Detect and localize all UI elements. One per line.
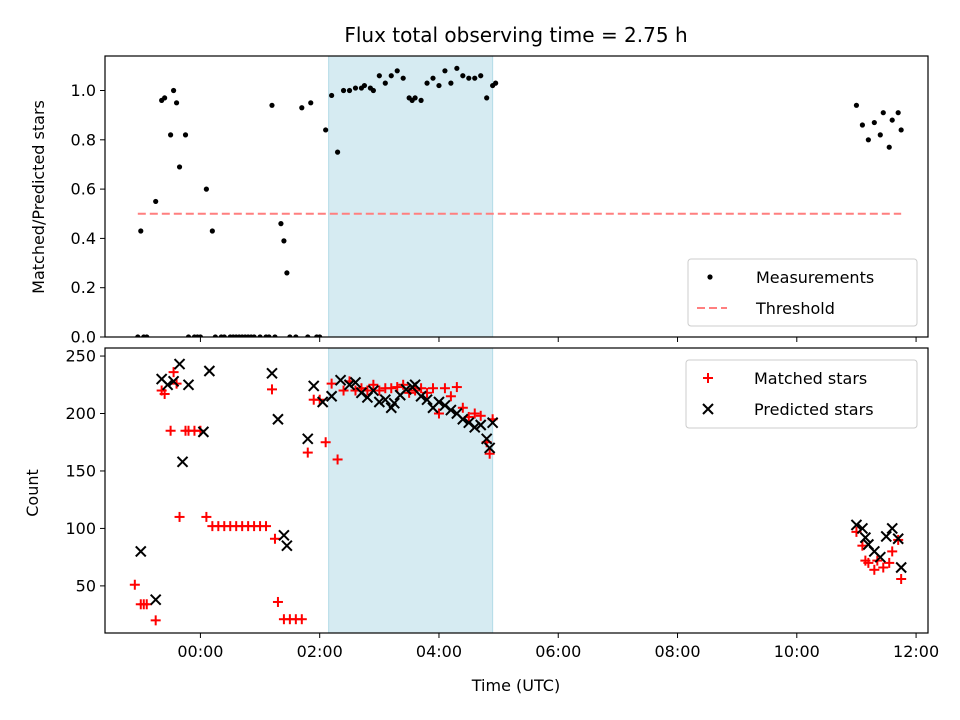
measurements-point <box>299 105 304 110</box>
measurements-point <box>174 100 179 105</box>
x-axis-label: Time (UTC) <box>471 676 560 695</box>
measurements-point <box>401 76 406 81</box>
measurements-point <box>183 132 188 137</box>
measurements-point <box>478 73 483 78</box>
figure: Flux total observing time = 2.75 h Match… <box>0 0 960 720</box>
y-tick-label: 50 <box>76 576 96 595</box>
measurements-point <box>162 95 167 100</box>
y-tick-label: 150 <box>65 461 96 480</box>
measurements-point <box>353 85 358 90</box>
y-tick-label: 0.0 <box>71 328 96 347</box>
x-tick-label: 12:00 <box>893 642 939 661</box>
legend-measurements-swatch <box>707 274 712 279</box>
top-y-axis-label: Matched/Predicted stars <box>29 100 48 294</box>
legend: Measurements Threshold <box>688 259 917 326</box>
measurements-point <box>413 95 418 100</box>
y-tick-label: 0.4 <box>71 229 96 248</box>
bottom-y-axis-label: Count <box>23 469 42 517</box>
x-tick-label: 10:00 <box>774 642 820 661</box>
measurements-point <box>454 66 459 71</box>
measurements-point <box>430 76 435 81</box>
measurements-point <box>460 73 465 78</box>
measurements-point <box>371 88 376 93</box>
measurements-point <box>171 88 176 93</box>
measurements-point <box>269 103 274 108</box>
measurements-point <box>281 238 286 243</box>
x-tick-label: 02:00 <box>297 642 343 661</box>
measurements-point <box>872 120 877 125</box>
x-tick-label: 06:00 <box>535 642 581 661</box>
measurements-point <box>395 68 400 73</box>
measurements-point <box>866 137 871 142</box>
measurements-point <box>284 270 289 275</box>
y-tick-label: 0.6 <box>71 180 96 199</box>
measurements-point <box>362 83 367 88</box>
measurements-point <box>890 117 895 122</box>
measurements-point <box>881 110 886 115</box>
measurements-point <box>377 73 382 78</box>
y-tick-label: 0.2 <box>71 278 96 297</box>
measurements-point <box>329 93 334 98</box>
measurements-point <box>887 145 892 150</box>
measurements-point <box>424 81 429 86</box>
measurements-point <box>347 88 352 93</box>
measurements-point <box>466 76 471 81</box>
measurements-point <box>472 76 477 81</box>
measurements-point <box>153 199 158 204</box>
measurements-point <box>168 132 173 137</box>
y-tick-label: 0.8 <box>71 130 96 149</box>
x-tick-label: 00:00 <box>177 642 223 661</box>
x-tick-label: 04:00 <box>416 642 462 661</box>
measurements-point <box>383 81 388 86</box>
legend: Matched stars Predicted stars <box>686 360 917 428</box>
measurements-point <box>323 127 328 132</box>
measurements-point <box>177 164 182 169</box>
measurements-point <box>493 81 498 86</box>
legend-predicted-stars-label: Predicted stars <box>754 400 874 419</box>
measurements-point <box>278 221 283 226</box>
measurements-point <box>878 132 883 137</box>
measurements-point <box>860 122 865 127</box>
measurements-point <box>448 81 453 86</box>
measurements-point <box>896 110 901 115</box>
measurements-point <box>389 73 394 78</box>
measurements-point <box>341 88 346 93</box>
chart-title: Flux total observing time = 2.75 h <box>344 23 687 47</box>
measurements-point <box>436 83 441 88</box>
y-tick-label: 1.0 <box>71 81 96 100</box>
measurements-point <box>138 228 143 233</box>
measurements-point <box>442 68 447 73</box>
legend-threshold-label: Threshold <box>755 299 835 318</box>
measurements-point <box>854 103 859 108</box>
y-tick-label: 250 <box>65 347 96 366</box>
x-tick-label: 08:00 <box>654 642 700 661</box>
y-tick-label: 100 <box>65 519 96 538</box>
measurements-point <box>204 187 209 192</box>
legend-measurements-label: Measurements <box>756 268 874 287</box>
measurements-point <box>210 228 215 233</box>
measurements-point <box>418 98 423 103</box>
measurements-point <box>335 150 340 155</box>
measurements-point <box>484 95 489 100</box>
legend-matched-stars-label: Matched stars <box>754 369 867 388</box>
measurements-point <box>899 127 904 132</box>
measurements-point <box>308 100 313 105</box>
y-tick-label: 200 <box>65 404 96 423</box>
